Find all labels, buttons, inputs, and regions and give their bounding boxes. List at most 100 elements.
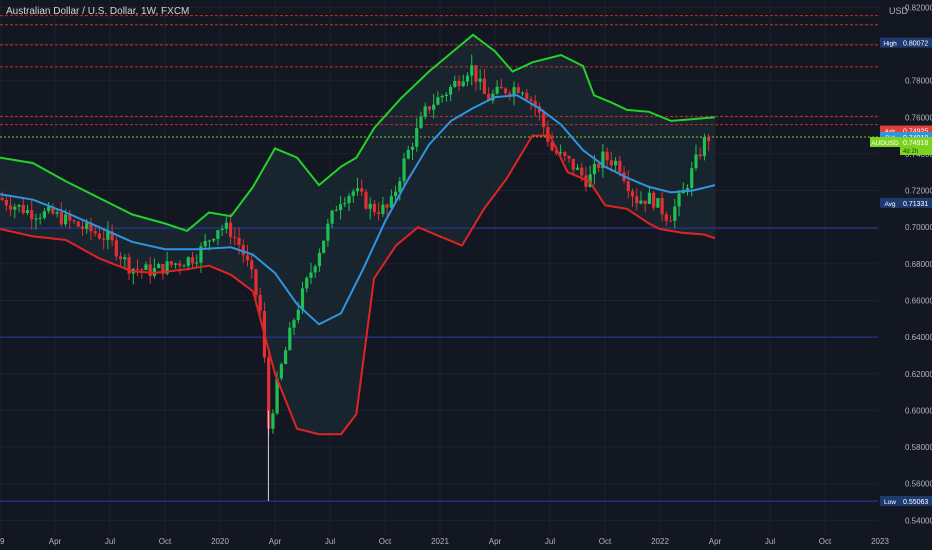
- candle-body: [47, 206, 51, 212]
- candle-body: [419, 116, 423, 129]
- candle-body: [123, 257, 127, 260]
- candle-body: [220, 228, 224, 231]
- candle-body: [453, 81, 457, 87]
- candle-body: [520, 92, 525, 94]
- candle-body: [13, 206, 17, 210]
- candle-body: [245, 255, 250, 261]
- candle-body: [465, 75, 470, 82]
- y-tick-label: 0.68000: [905, 260, 932, 269]
- candle-body: [317, 252, 322, 267]
- y-tick-label: 0.82000: [905, 3, 932, 12]
- x-tick-label: Jul: [765, 537, 775, 546]
- candle-body: [571, 158, 575, 170]
- y-tick-label: 0.62000: [905, 370, 932, 379]
- candle-body: [25, 210, 30, 214]
- candle-body: [63, 214, 68, 225]
- x-tick-label: Oct: [599, 537, 612, 546]
- candle-body: [250, 260, 254, 270]
- candle-body: [127, 257, 131, 274]
- candle-body: [182, 265, 186, 267]
- candle-body: [110, 231, 114, 241]
- price-label-avg: Avg 0.71331: [880, 197, 932, 208]
- candle-body: [140, 269, 144, 271]
- candle-body: [135, 268, 140, 270]
- y-tick-label: 0.72000: [905, 187, 932, 196]
- candle-body: [279, 364, 283, 379]
- candle-body: [389, 196, 393, 208]
- candle-body: [106, 231, 110, 240]
- candle-body: [448, 86, 453, 95]
- y-tick-label: 0.56000: [905, 480, 932, 489]
- candle-body: [685, 187, 690, 190]
- candle-body: [406, 149, 410, 159]
- candle-body: [59, 212, 63, 225]
- candle-body: [656, 198, 660, 208]
- candle-body: [567, 156, 571, 159]
- candle-body: [592, 163, 597, 175]
- candle-body: [30, 210, 34, 220]
- x-tick-label: 19: [0, 537, 5, 546]
- candle-body: [364, 191, 368, 209]
- candle-body: [597, 163, 601, 169]
- candle-body: [677, 193, 681, 207]
- candle-body: [525, 92, 529, 100]
- candle-body: [275, 378, 279, 414]
- candle-body: [80, 226, 85, 229]
- candle-body: [296, 309, 300, 320]
- candle-body: [668, 220, 673, 222]
- candle-body: [707, 137, 711, 142]
- x-tick-label: 2020: [211, 537, 229, 546]
- candle-body: [550, 141, 554, 151]
- candle-body: [169, 261, 173, 265]
- x-tick-label: Oct: [379, 537, 392, 546]
- x-tick-label: Jul: [545, 537, 555, 546]
- candle-body: [216, 230, 220, 239]
- price-label-tag: [880, 125, 900, 136]
- candle-body: [38, 217, 42, 219]
- price-label-tag: [870, 137, 900, 148]
- candle-body: [195, 262, 199, 264]
- candle-body: [8, 205, 13, 210]
- candle-body: [516, 87, 520, 93]
- candle-body: [436, 97, 440, 105]
- y-tick-label: 0.78000: [905, 77, 932, 86]
- y-tick-label: 0.64000: [905, 333, 932, 342]
- lower-band-line: [0, 134, 716, 436]
- candle-body: [410, 146, 415, 150]
- candle-body: [309, 272, 313, 278]
- candle-body: [474, 65, 478, 82]
- price-label-value-box: [900, 37, 932, 48]
- price-label-ask: Ask 0.74925: [880, 125, 932, 136]
- candle-body: [630, 191, 635, 197]
- candle-body: [601, 151, 605, 169]
- y-tick-label: 0.60000: [905, 406, 932, 415]
- candle-body: [271, 413, 275, 429]
- candle-body: [372, 203, 377, 213]
- candle-body: [698, 154, 702, 157]
- price-label-tag: [880, 37, 900, 48]
- x-tick-label: Oct: [819, 537, 832, 546]
- x-tick-label: Apr: [49, 537, 62, 546]
- candle-body: [258, 295, 262, 311]
- candle-body: [427, 106, 432, 110]
- candle-body: [351, 191, 355, 196]
- price-label-name: Ask: [885, 129, 897, 136]
- price-label-value: 0.80072: [903, 41, 928, 48]
- candle-body: [495, 86, 499, 94]
- price-label-value: 0.74918: [903, 140, 928, 147]
- candle-body: [503, 88, 508, 94]
- candle-body: [165, 261, 169, 274]
- candle-body: [626, 181, 630, 192]
- candle-body: [618, 160, 622, 173]
- candle-body: [102, 238, 106, 240]
- price-label-value: 0.71331: [903, 201, 928, 208]
- candle-body: [228, 222, 233, 238]
- candle-body: [254, 269, 258, 296]
- candle-body: [613, 160, 618, 166]
- candle-body: [21, 204, 25, 214]
- candle-body: [377, 212, 381, 214]
- candle-body: [42, 211, 47, 218]
- x-tick-label: Apr: [269, 537, 282, 546]
- candle-body: [639, 200, 643, 204]
